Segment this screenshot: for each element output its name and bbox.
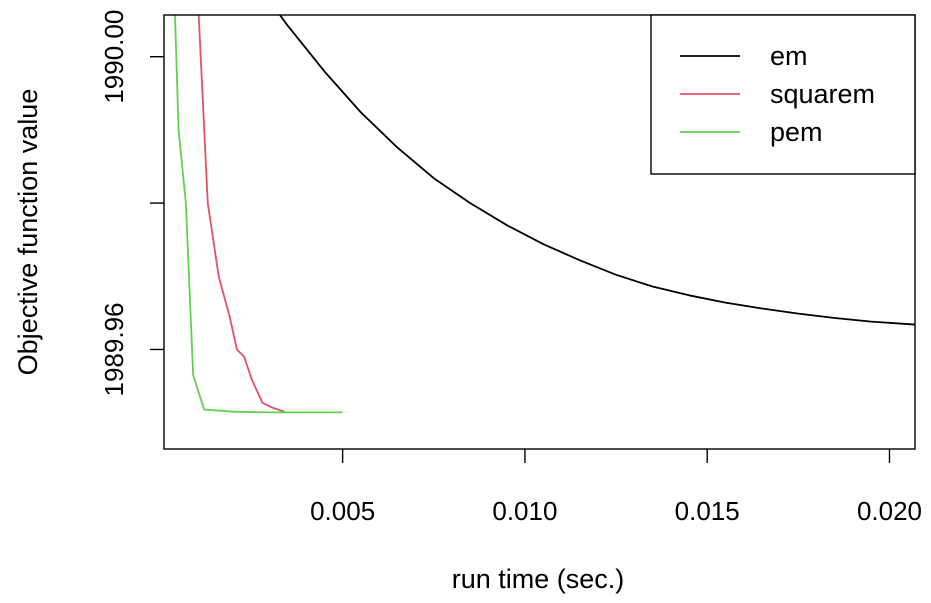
legend: em squarem pem [651,15,915,174]
x-axis-label: run time (sec.) [452,564,625,594]
x-tick-label: 0.020 [857,496,922,526]
legend-label-pem: pem [770,117,823,147]
legend-label-em: em [770,41,808,71]
x-tick-label: 0.010 [492,496,557,526]
x-axis: 0.005 0.010 0.015 0.020 [310,449,922,526]
x-tick-label: 0.015 [675,496,740,526]
y-axis-label: Objective function value [13,89,43,376]
series-line-squarem [186,0,284,412]
legend-label-squarem: squarem [770,79,875,109]
x-tick-label: 0.005 [310,496,375,526]
y-tick-label: 1990.00 [99,10,129,104]
y-axis: 1990.00 1989.96 [99,10,164,397]
y-tick-label: 1989.96 [99,303,129,397]
